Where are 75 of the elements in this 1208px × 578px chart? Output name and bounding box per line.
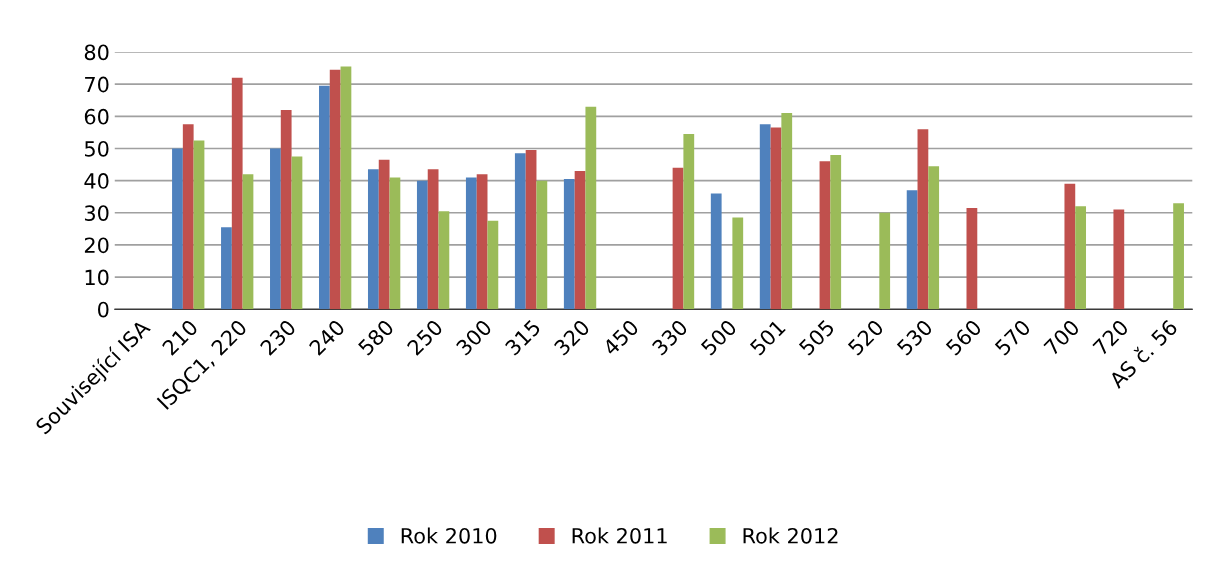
x-tick-label: 700 xyxy=(1043,318,1081,356)
x-tick-label: 230 xyxy=(259,318,297,357)
bar xyxy=(1173,203,1184,310)
bar xyxy=(270,148,281,310)
bar xyxy=(514,153,526,310)
bar xyxy=(683,134,695,310)
bar xyxy=(367,169,379,310)
bar xyxy=(917,129,929,310)
bar xyxy=(672,167,684,310)
bar xyxy=(172,148,183,310)
x-tick-label: 500 xyxy=(700,318,738,356)
bar xyxy=(585,106,597,310)
bar xyxy=(487,220,499,310)
bar xyxy=(378,159,390,310)
x-tick-label: 520 xyxy=(847,318,885,356)
bar xyxy=(536,180,548,310)
bar xyxy=(427,169,439,310)
bar xyxy=(819,161,831,310)
bar xyxy=(1113,209,1125,310)
x-tick-label: 560 xyxy=(945,318,983,356)
y-tick-label: 50 xyxy=(85,140,109,157)
bar xyxy=(416,180,428,310)
bar xyxy=(319,85,330,310)
legend-label: Rok 2012 xyxy=(743,527,838,544)
bar xyxy=(476,174,488,310)
bar xyxy=(280,109,292,310)
bar xyxy=(966,207,978,310)
x-tick-label: 250 xyxy=(406,318,444,357)
x-tick-label: 240 xyxy=(308,318,346,357)
bar xyxy=(242,174,254,310)
bar xyxy=(329,69,341,310)
x-tick-label: 570 xyxy=(994,318,1032,356)
bar xyxy=(291,156,303,310)
bar xyxy=(906,190,918,310)
bar xyxy=(710,193,722,310)
bar xyxy=(563,179,575,310)
bar xyxy=(525,150,537,310)
x-tick-label: 300 xyxy=(455,318,493,356)
bar xyxy=(340,66,352,310)
x-tick-label: 210 xyxy=(161,318,199,357)
bar xyxy=(879,212,891,310)
bar xyxy=(574,170,586,310)
x-tick-label: 580 xyxy=(357,318,395,356)
x-tick-label: 501 xyxy=(749,319,787,356)
bar xyxy=(438,211,450,310)
y-tick-label: 0 xyxy=(98,301,109,318)
x-tick-label: 450 xyxy=(601,318,640,357)
bar xyxy=(389,177,401,310)
y-tick-label: 80 xyxy=(84,44,109,61)
bar xyxy=(182,124,194,310)
bar xyxy=(781,113,793,310)
bar xyxy=(830,154,842,310)
y-tick-label: 70 xyxy=(85,76,109,93)
y-tick-label: 60 xyxy=(84,108,109,125)
bar xyxy=(231,77,243,310)
bar xyxy=(732,217,744,310)
y-tick-label: 40 xyxy=(84,173,109,189)
x-tick-label: 530 xyxy=(896,318,934,356)
bar xyxy=(1075,206,1087,310)
legend-label: Rok 2010 xyxy=(401,527,497,544)
bar xyxy=(928,166,940,310)
y-tick-label: 10 xyxy=(85,269,109,286)
x-tick-label: 720 xyxy=(1092,318,1130,356)
bar xyxy=(193,140,205,310)
bar xyxy=(221,227,232,310)
legend-label: Rok 2011 xyxy=(572,527,667,544)
y-tick-label: 20 xyxy=(84,237,109,254)
x-tick-label: 320 xyxy=(553,318,591,356)
y-tick-label: 30 xyxy=(84,205,109,221)
bar xyxy=(770,127,782,310)
x-tick-label: 315 xyxy=(504,319,542,356)
bar xyxy=(465,177,477,310)
bar xyxy=(1064,183,1076,310)
bar xyxy=(759,124,771,310)
x-tick-label: 330 xyxy=(651,318,689,356)
